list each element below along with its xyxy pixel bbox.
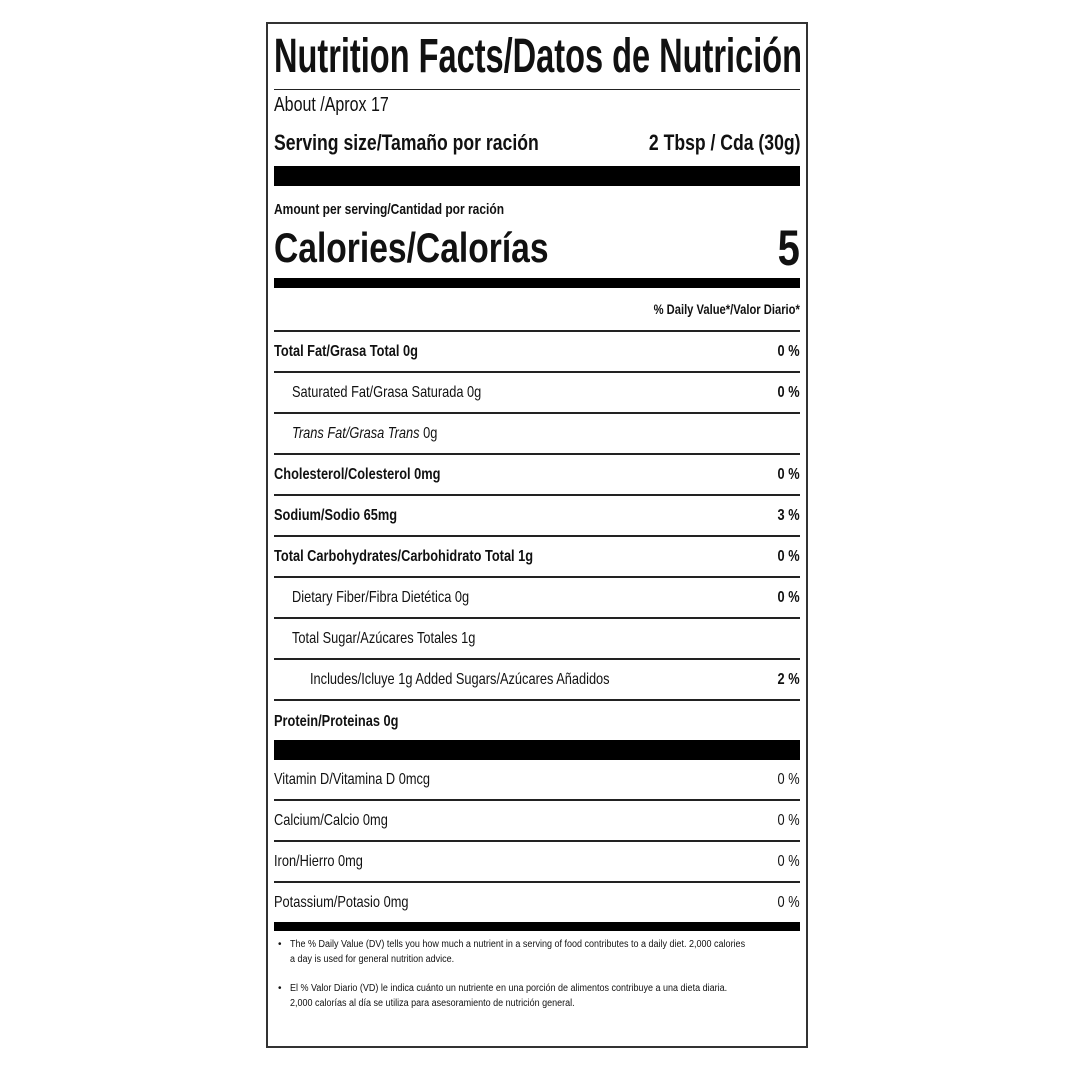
amount-label: Amount per serving/Cantidad por ración: [274, 201, 505, 218]
nutrient-row: Iron/Hierro 0mg 0 %: [274, 842, 800, 883]
nutrient-row: Sodium/Sodio 65mg 3 %: [274, 496, 800, 537]
serving-label: Serving size/Tamaño por ración: [274, 130, 539, 155]
nutrient-amount: 0mg: [414, 465, 441, 483]
nutrient-row: Vitamin D/Vitamina D 0mcg 0 %: [274, 760, 800, 801]
nutrient-list: Total Fat/Grasa Total 0g 0 % Saturated Fat…: [274, 332, 800, 742]
daily-value: 0 %: [777, 588, 800, 606]
nutrient: Total Carbohydrates/Carbohidrato Total 1…: [274, 548, 533, 566]
nutrient-row: Potassium/Potasio 0mg 0 %: [274, 883, 800, 924]
divider: [274, 278, 800, 288]
nutrient: Includes/Icluye 1g Added Sugars/Azúcares…: [310, 671, 610, 689]
nutrient-row: Dietary Fiber/Fibra Dietética 0g 0 %: [274, 578, 800, 619]
footnote-text: El % Valor Diario (VD) le indica cuánto …: [289, 983, 727, 1009]
nutrient-amount: 0mcg: [398, 770, 431, 788]
nutrient: Potassium/Potasio 0mg: [274, 894, 408, 912]
nutrient-amount: 0mg: [338, 852, 363, 870]
footnote: • The % Daily Value (DV) tells you how mu…: [278, 939, 745, 965]
nutrient-row: Total Carbohydrates/Carbohidrato Total 1…: [274, 537, 800, 578]
nutrient-amount: 0mg: [383, 893, 409, 911]
daily-value: 3 %: [777, 506, 800, 524]
daily-value: 0 %: [777, 383, 800, 401]
nutrient: Dietary Fiber/Fibra Dietética 0g: [292, 589, 469, 607]
vitamin-list: Vitamin D/Vitamina D 0mcg 0 % Calcium/Calc…: [274, 760, 800, 924]
daily-value: 0 %: [777, 893, 800, 911]
nutrient-amount: 0g: [383, 712, 399, 730]
nutrient: Sodium/Sodio 65mg: [274, 507, 397, 525]
title: Nutrition Facts/Datos de Nutrición: [274, 30, 802, 83]
nutrient: Total Sugar/Azúcares Totales 1g: [292, 630, 475, 648]
nutrient-name: Sodium/Sodio: [274, 506, 361, 524]
nutrient-name: Dietary Fiber/Fibra Dietética: [292, 588, 452, 606]
nutrient-name: Potassium/Potasio: [274, 893, 381, 911]
nutrition-label: Nutrition Facts/Datos de Nutrición About…: [266, 22, 808, 1048]
nutrient-row: Trans Fat/Grasa Trans 0g: [274, 414, 800, 455]
nutrient: Saturated Fat/Grasa Saturada 0g: [292, 384, 481, 402]
nutrient-amount: 0g: [454, 588, 470, 606]
divider: [274, 922, 800, 931]
daily-value: 0 %: [777, 770, 800, 788]
serving-size: 2 Tbsp / Cda (30g): [648, 130, 800, 155]
divider: [274, 166, 800, 186]
nutrient-row: Protein/Proteinas 0g: [274, 701, 800, 742]
daily-value: 2 %: [777, 670, 800, 688]
nutrient: Total Fat/Grasa Total 0g: [274, 343, 418, 361]
nutrient-amount: 0g: [402, 342, 418, 360]
nutrient-amount: 1g: [518, 547, 534, 565]
daily-value: 0 %: [777, 547, 800, 565]
nutrient-amount: 0g: [423, 424, 438, 442]
nutrient: Cholesterol/Colesterol 0mg: [274, 466, 440, 484]
nutrient: Vitamin D/Vitamina D 0mcg: [274, 771, 430, 789]
nutrient-name: Saturated Fat/Grasa Saturada: [292, 383, 464, 401]
nutrient-name: Total Carbohydrates/Carbohidrato Total: [274, 547, 515, 565]
nutrient: Calcium/Calcio 0mg: [274, 812, 388, 830]
nutrient-name: Iron/Hierro: [274, 852, 335, 870]
nutrient-name: Cholesterol/Colesterol: [274, 465, 411, 483]
calories-value: 5: [777, 220, 800, 276]
daily-value: 0 %: [777, 342, 800, 360]
servings: About /Aprox 17: [274, 93, 389, 116]
nutrient-row: Includes/Icluye 1g Added Sugars/Azúcares…: [274, 660, 800, 701]
nutrient: Iron/Hierro 0mg: [274, 853, 363, 871]
nutrient-name: Includes/Icluye 1g Added Sugars/Azúcares…: [310, 670, 610, 688]
footnote-text: The % Daily Value (DV) tells you how muc…: [289, 939, 745, 965]
footnote: • El % Valor Diario (VD) le indica cuánto…: [274, 967, 800, 1011]
nutrient-name: Protein/Proteinas: [274, 712, 380, 730]
nutrient-row: Saturated Fat/Grasa Saturada 0g 0 %: [274, 373, 800, 414]
nutrient-amount: 0mg: [362, 811, 388, 829]
nutrient-amount: 0g: [467, 383, 482, 401]
nutrient-name: Vitamin D/Vitamina D: [274, 770, 396, 788]
nutrient: Trans Fat/Grasa Trans 0g: [292, 425, 437, 443]
nutrient-row: Cholesterol/Colesterol 0mg 0 %: [274, 455, 800, 496]
nutrient-row: Calcium/Calcio 0mg 0 %: [274, 801, 800, 842]
nutrient-name: Total Sugar/Azúcares Totales: [292, 629, 458, 647]
daily-value: 0 %: [777, 852, 800, 870]
nutrient-row: Total Fat/Grasa Total 0g 0 %: [274, 332, 800, 373]
nutrient-row: Total Sugar/Azúcares Totales 1g: [274, 619, 800, 660]
nutrient-name: Calcium/Calcio: [274, 811, 360, 829]
dv-header: % Daily Value*/Valor Diario*: [653, 301, 800, 317]
divider: [274, 740, 800, 760]
nutrient-amount: 65mg: [363, 506, 398, 524]
calories-label: Calories/Calorías: [274, 224, 549, 271]
daily-value: 0 %: [777, 811, 800, 829]
nutrient-name: Trans Fat/Grasa Trans: [292, 424, 420, 442]
nutrient-amount: 1g: [461, 629, 476, 647]
nutrient: Protein/Proteinas 0g: [274, 713, 398, 731]
daily-value: 0 %: [777, 465, 800, 483]
nutrient-name: Total Fat/Grasa Total: [274, 342, 400, 360]
